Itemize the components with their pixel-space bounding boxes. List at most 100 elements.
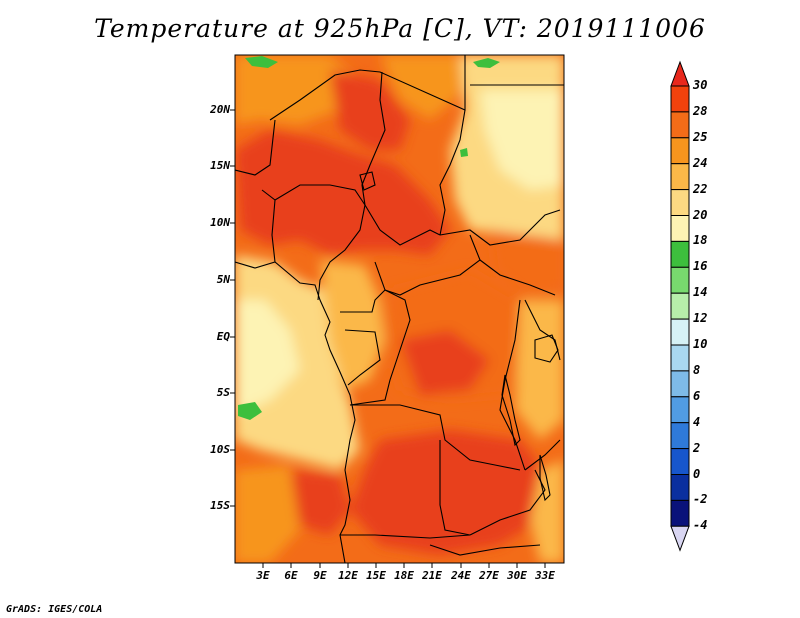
grads-credit: GrADS: IGES/COLA [6,604,103,615]
lon-ticks [262,563,546,568]
colorbar-label: 0 [693,466,701,481]
lon-label: 6E [284,569,298,582]
colorbar-box [670,448,690,476]
colorbar-box [670,292,690,320]
colorbar-box [670,85,690,113]
colorbar-label: 2 [693,440,701,455]
colorbar-label: 4 [693,414,701,429]
border-gabon-congo [344,329,381,386]
border-ssudan [439,209,561,246]
field-congo-hot [400,330,490,395]
colorbar-label: 6 [693,388,701,403]
colorbar-box [670,370,690,398]
border-cameroon-congo [340,289,386,313]
colorbar-label: 22 [693,181,708,196]
field-north-mid [235,55,360,125]
lon-label: 21E [422,569,442,582]
lat-ticks [230,109,235,507]
colorbar-box [670,137,690,165]
lake-victoria [534,334,559,363]
lat-label: 15S [210,499,230,512]
border-mali-niger [235,119,276,176]
colorbar-label: 28 [693,103,708,118]
border-niger-chad [361,71,386,206]
colorbar-label: 18 [693,233,708,248]
colorbar-label: 10 [693,337,708,351]
lake-chad [359,171,376,191]
colorbar-box [670,240,690,268]
lat-label: EQ [216,330,230,343]
colorbar-label: -4 [693,518,708,533]
field-green-patch-ne [473,58,500,68]
colorbar [670,60,690,552]
field-sudan-pale [480,90,564,190]
border-south-bottom [429,544,541,556]
border-ssudan-south [479,259,556,296]
colorbar-label: -2 [693,492,708,507]
colorbar-box [670,215,690,242]
border-benin [261,189,276,263]
temperature-field [235,55,564,563]
coast-gulf-guinea [235,261,356,563]
field-southeast-mild [530,460,564,563]
lakes [359,171,559,502]
lon-label: 3E [256,569,270,582]
border-southeast [524,439,561,471]
colorbar-box [670,266,690,294]
border-angola-drc [350,404,521,471]
field-green-patch-nw [245,56,278,68]
border-angola-namibia [340,534,471,539]
colorbar-label: 12 [693,311,708,326]
border-drc-west [349,289,411,406]
lake-tanganyika [501,374,521,447]
colorbar-box [670,422,690,450]
field-sw-hot [285,470,350,535]
country-borders [235,55,564,563]
lat-label: 10N [210,216,230,229]
field-northeast-mid [380,55,470,120]
colorbar-box [670,474,690,501]
colorbar-label: 24 [693,155,708,170]
colorbar-box [670,499,690,527]
colorbar-box [670,318,690,346]
map-frame [234,54,565,564]
colorbar-bottom-triangle [670,525,690,552]
lat-label: 5N [216,273,230,286]
border-nigeria-north [274,184,366,206]
colorbar-box [670,344,690,372]
field-gabon-mild [320,260,385,390]
lat-label: 10S [210,443,230,456]
border-nigeria-cameroon [317,204,366,301]
lon-label: 27E [479,569,499,582]
map-title: Temperature at 925hPa [C], VT: 201911100… [94,14,706,43]
colorbar-label: 25 [693,129,708,144]
border-chad-car [364,204,441,246]
colorbar-box [670,396,690,424]
colorbar-label: 30 [693,78,708,92]
lat-label: 5S [216,386,230,399]
colorbar-box [670,189,690,217]
colorbar-label: 20 [693,207,708,222]
field-green-patch-sudan [460,148,468,157]
field-green-patch-sw [238,402,262,420]
lake-malawi [539,454,551,502]
lon-label: 18E [394,569,414,582]
field-south-hot [350,430,550,555]
colorbar-box [670,163,690,191]
lon-label: 9E [313,569,327,582]
lon-label: 30E [507,569,527,582]
lat-label: 20N [210,103,230,116]
field-north-hot [330,70,410,150]
colorbar-box [670,111,690,139]
colorbar-label: 14 [693,285,708,300]
field-south-mid [235,465,300,563]
lon-label: 12E [338,569,358,582]
field-sahel-hot [235,130,450,255]
field-ssudan-warm [490,230,564,295]
colorbar-top-triangle [670,60,690,87]
border-chad-sudan [439,109,466,236]
border-angola-zambia [439,440,471,536]
colorbar-label: 8 [693,362,701,377]
field-gulf-pale [235,300,300,415]
